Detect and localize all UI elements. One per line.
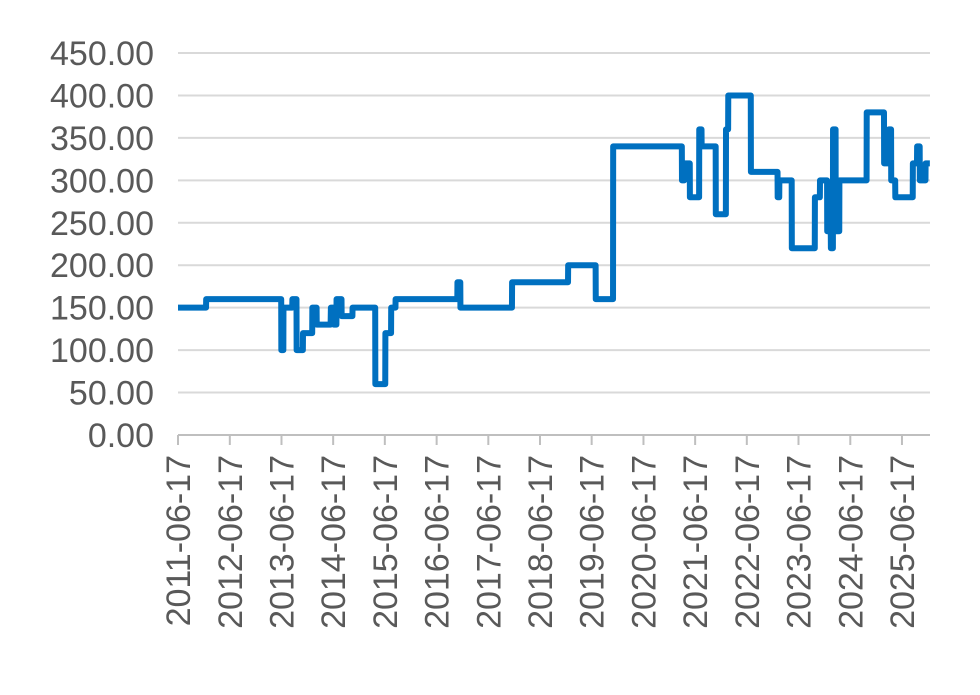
y-tick-label: 250.00 [50, 205, 154, 243]
x-tick-label: 2020-06-17 [625, 455, 663, 629]
y-tick-label: 0.00 [88, 417, 154, 455]
y-tick-label: 100.00 [50, 332, 154, 370]
x-tick-label: 2021-06-17 [677, 455, 715, 629]
y-tick-label: 350.00 [50, 120, 154, 158]
x-tick-label: 2023-06-17 [780, 455, 818, 629]
x-tick-label: 2014-06-17 [315, 455, 353, 629]
y-tick-label: 200.00 [50, 247, 154, 285]
x-tick-label: 2017-06-17 [470, 455, 508, 629]
x-axis: 2011-06-17 2012-06-17 2013-06-17 2014-06-17… [160, 434, 930, 629]
x-tick-label: 2016-06-17 [419, 455, 457, 629]
y-tick-label: 150.00 [50, 290, 154, 328]
x-tick-label: 2011-06-17 [160, 455, 198, 626]
x-tick-label: 2025-06-17 [884, 455, 922, 629]
y-tick-label: 300.00 [50, 162, 154, 200]
y-axis: 0.00 50.00 100.00 150.00 200.00 250.00 300.00 3… [50, 35, 154, 455]
y-tick-label: 50.00 [69, 375, 154, 413]
y-tick-label: 400.00 [50, 77, 154, 115]
x-tick-label: 2013-06-17 [263, 455, 301, 629]
x-tick-label: 2015-06-17 [367, 455, 405, 629]
x-tick-label: 2022-06-17 [729, 455, 767, 629]
y-tick-label: 450.00 [50, 35, 154, 73]
x-tick-label: 2019-06-17 [574, 455, 612, 629]
series-layer [178, 92, 930, 388]
x-tick-label: 2024-06-17 [832, 455, 870, 629]
x-tick-label: 2012-06-17 [212, 455, 250, 629]
series-line [178, 92, 930, 388]
x-tick-label: 2018-06-17 [522, 455, 560, 629]
